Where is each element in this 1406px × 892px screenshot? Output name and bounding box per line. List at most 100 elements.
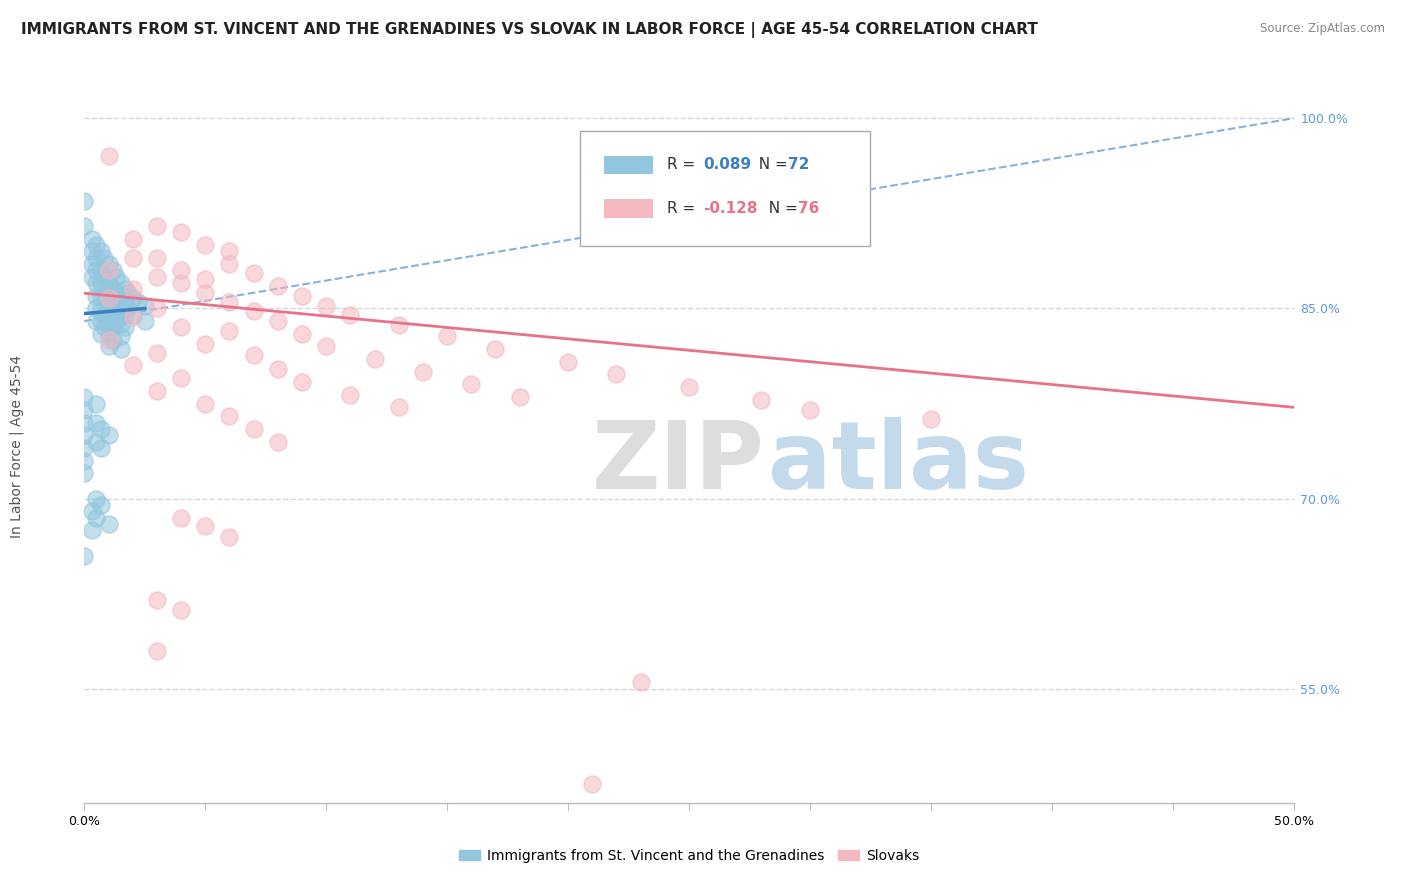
Legend: Immigrants from St. Vincent and the Grenadines, Slovaks: Immigrants from St. Vincent and the Gren… [453, 843, 925, 868]
Point [315, 299, 337, 313]
Point [218, 257, 240, 271]
Point [90, 498, 112, 512]
Point [97, 263, 120, 277]
Point [509, 390, 531, 404]
Point [242, 304, 264, 318]
Point [73, 194, 96, 208]
Point [121, 282, 143, 296]
Point [80, 257, 103, 271]
Point [110, 329, 132, 343]
Point [86, 238, 108, 252]
Point [194, 337, 217, 351]
Point [291, 289, 314, 303]
Point [581, 777, 603, 791]
Point [218, 244, 240, 259]
Point [146, 269, 169, 284]
Point [121, 232, 143, 246]
Point [103, 320, 125, 334]
Point [86, 416, 108, 430]
Point [218, 295, 240, 310]
Text: Source: ZipAtlas.com: Source: ZipAtlas.com [1260, 22, 1385, 36]
Text: R =: R = [668, 201, 700, 216]
Text: -0.128: -0.128 [703, 201, 758, 216]
Point [170, 603, 193, 617]
Point [86, 251, 108, 265]
Point [73, 549, 96, 563]
Point [291, 326, 314, 341]
Point [93, 320, 115, 334]
Text: R =: R = [668, 157, 700, 172]
Text: ZIP: ZIP [592, 417, 765, 509]
Point [90, 244, 112, 259]
Point [339, 387, 361, 401]
Point [363, 352, 385, 367]
Point [170, 510, 193, 524]
Point [86, 510, 108, 524]
Point [80, 269, 103, 284]
Point [484, 342, 506, 356]
Point [146, 384, 169, 398]
Text: IMMIGRANTS FROM ST. VINCENT AND THE GRENADINES VS SLOVAK IN LABOR FORCE | AGE 45: IMMIGRANTS FROM ST. VINCENT AND THE GREN… [21, 22, 1038, 38]
Point [86, 289, 108, 303]
Point [291, 375, 314, 389]
Point [90, 326, 112, 341]
Point [97, 301, 120, 316]
Point [267, 434, 290, 449]
Point [121, 310, 143, 325]
Point [110, 304, 132, 318]
Point [97, 257, 120, 271]
Point [170, 276, 193, 290]
Point [146, 219, 169, 233]
Point [110, 276, 132, 290]
Point [218, 530, 240, 544]
Point [799, 402, 821, 417]
Point [93, 308, 115, 322]
Point [117, 286, 139, 301]
Point [146, 346, 169, 360]
Point [460, 377, 482, 392]
Point [80, 504, 103, 518]
Point [97, 339, 120, 353]
Point [751, 392, 773, 407]
Point [242, 348, 264, 362]
Point [121, 291, 143, 305]
Point [97, 428, 120, 442]
Point [90, 263, 112, 277]
Point [90, 301, 112, 316]
Point [90, 289, 112, 303]
Point [114, 320, 136, 334]
Point [170, 320, 193, 334]
Text: In Labor Force | Age 45-54: In Labor Force | Age 45-54 [10, 354, 24, 538]
Point [218, 409, 240, 424]
Point [630, 675, 652, 690]
Point [146, 643, 169, 657]
Point [170, 371, 193, 385]
Bar [605, 200, 652, 218]
Point [146, 251, 169, 265]
FancyBboxPatch shape [581, 131, 870, 246]
Point [80, 232, 103, 246]
Text: 72: 72 [789, 157, 810, 172]
Point [80, 523, 103, 537]
Point [194, 519, 217, 533]
Point [86, 314, 108, 328]
Point [267, 314, 290, 328]
Point [103, 282, 125, 296]
Point [97, 333, 120, 347]
Point [86, 434, 108, 449]
Point [134, 299, 156, 313]
Point [194, 272, 217, 286]
Point [104, 301, 127, 316]
Point [80, 244, 103, 259]
Point [73, 219, 96, 233]
Point [134, 314, 156, 328]
Point [114, 282, 136, 296]
Point [315, 339, 337, 353]
Point [97, 516, 120, 531]
Point [242, 266, 264, 280]
Point [73, 402, 96, 417]
Point [242, 422, 264, 436]
Point [605, 368, 627, 382]
Point [267, 278, 290, 293]
Point [73, 428, 96, 442]
